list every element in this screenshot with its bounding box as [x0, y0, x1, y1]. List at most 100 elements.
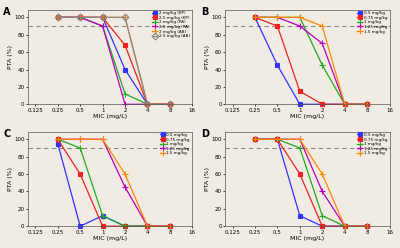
Line: 2.5 mg/kg (PA): 2.5 mg/kg (PA) — [54, 14, 173, 108]
1.25 mg/kg — [145, 225, 150, 228]
2 mg/kg (KP) — [123, 68, 128, 71]
Text: B: B — [201, 7, 208, 17]
2.5 mg/kg (PA) — [168, 103, 172, 106]
2.5 mg/kg (PA) — [145, 103, 150, 106]
2 mg/kg (PA) — [78, 16, 82, 19]
1 mg/kg — [275, 138, 280, 141]
1.25 mg/kg — [55, 138, 60, 141]
1.5 mg/kg — [123, 173, 128, 176]
Line: 0.75 mg/kg: 0.75 mg/kg — [252, 137, 370, 229]
0.5 mg/kg — [365, 225, 370, 228]
1 mg/kg — [252, 138, 257, 141]
2.5 mg/kg (PA) — [78, 16, 82, 19]
1.5 mg/kg — [320, 173, 325, 176]
0.5 mg/kg — [298, 103, 302, 106]
Line: 2 mg/kg (PA): 2 mg/kg (PA) — [54, 14, 173, 108]
2.5 mg/kg (PA) — [100, 25, 105, 28]
1.25 mg/kg — [275, 138, 280, 141]
1.5 mg/kg — [168, 225, 172, 228]
0.75 mg/kg — [342, 225, 347, 228]
1.25 mg/kg — [320, 190, 325, 193]
Text: A: A — [4, 7, 11, 17]
0.75 mg/kg — [365, 103, 370, 106]
Y-axis label: PTA (%): PTA (%) — [8, 167, 13, 191]
1 mg/kg — [365, 225, 370, 228]
0.75 mg/kg — [342, 103, 347, 106]
0.75 mg/kg — [320, 225, 325, 228]
Y-axis label: PTA (%): PTA (%) — [8, 45, 13, 69]
2.5 mg/kg (PA) — [123, 103, 128, 106]
2.5 mg/kg (KP) — [145, 103, 150, 106]
Legend: 0.5 mg/kg, 0.75 mg/kg, 1 mg/kg, 1.25 mg/kg, 1.5 mg/kg: 0.5 mg/kg, 0.75 mg/kg, 1 mg/kg, 1.25 mg/… — [357, 11, 388, 34]
0.75 mg/kg — [365, 225, 370, 228]
0.5 mg/kg — [275, 64, 280, 67]
1 mg/kg — [123, 225, 128, 228]
0.75 mg/kg — [55, 138, 60, 141]
1 mg/kg — [100, 214, 105, 217]
Line: 0.5 mg/kg: 0.5 mg/kg — [55, 141, 172, 229]
0.75 mg/kg — [298, 90, 302, 93]
2 mg/kg (KP) — [145, 103, 150, 106]
2.5 mg/kg (KP) — [168, 103, 172, 106]
0.75 mg/kg — [168, 225, 172, 228]
2.5 mg/kg (KP) — [123, 44, 128, 47]
1.5 mg/kg — [342, 225, 347, 228]
1 mg/kg — [365, 103, 370, 106]
0.5 mg/kg — [365, 103, 370, 106]
X-axis label: MIC (mg/L): MIC (mg/L) — [93, 236, 127, 241]
2.5 mg/kg (KP) — [78, 16, 82, 19]
Text: C: C — [4, 128, 11, 139]
1.5 mg/kg — [78, 138, 82, 141]
1.25 mg/kg — [78, 138, 82, 141]
1.25 mg/kg — [168, 225, 172, 228]
2 mg/kg (AB) — [123, 16, 128, 19]
2 mg/kg (PA) — [168, 103, 172, 106]
2 mg/kg (PA) — [55, 16, 60, 19]
Text: D: D — [201, 128, 209, 139]
1.5 mg/kg — [365, 225, 370, 228]
1.25 mg/kg — [252, 16, 257, 19]
0.75 mg/kg — [275, 138, 280, 141]
1 mg/kg — [320, 214, 325, 217]
2 mg/kg (PA) — [123, 92, 128, 95]
X-axis label: MIC (mg/L): MIC (mg/L) — [93, 114, 127, 119]
2 mg/kg (AB) — [55, 16, 60, 19]
1.25 mg/kg — [342, 103, 347, 106]
1.25 mg/kg — [298, 138, 302, 141]
2 mg/kg (AB) — [168, 103, 172, 106]
X-axis label: MIC (mg/L): MIC (mg/L) — [290, 114, 324, 119]
Line: 2.5 mg/kg (KP): 2.5 mg/kg (KP) — [55, 15, 172, 107]
0.75 mg/kg — [252, 138, 257, 141]
0.75 mg/kg — [123, 225, 128, 228]
Line: 1.5 mg/kg: 1.5 mg/kg — [252, 14, 370, 108]
0.75 mg/kg — [252, 16, 257, 19]
1.5 mg/kg — [298, 138, 302, 141]
2 mg/kg (AB) — [100, 16, 105, 19]
1.5 mg/kg — [342, 103, 347, 106]
Legend: 0.5 mg/kg, 0.75 mg/kg, 1 mg/kg, 1.25 mg/kg, 1.5 mg/kg: 0.5 mg/kg, 0.75 mg/kg, 1 mg/kg, 1.25 mg/… — [160, 132, 190, 156]
1 mg/kg — [168, 225, 172, 228]
1.5 mg/kg — [298, 16, 302, 19]
1.5 mg/kg — [55, 138, 60, 141]
0.5 mg/kg — [145, 225, 150, 228]
1.5 mg/kg — [365, 103, 370, 106]
1 mg/kg — [298, 16, 302, 19]
2.5 mg/kg (AB) — [145, 103, 150, 106]
2.5 mg/kg (AB) — [55, 16, 60, 19]
1 mg/kg — [342, 225, 347, 228]
X-axis label: MIC (mg/L): MIC (mg/L) — [290, 236, 324, 241]
0.5 mg/kg — [78, 225, 82, 228]
1.5 mg/kg — [275, 138, 280, 141]
Line: 2.5 mg/kg (AB): 2.5 mg/kg (AB) — [55, 15, 172, 107]
2.5 mg/kg (PA) — [55, 16, 60, 19]
2.5 mg/kg (AB) — [78, 16, 82, 19]
Line: 1.25 mg/kg: 1.25 mg/kg — [252, 14, 370, 108]
1.5 mg/kg — [145, 225, 150, 228]
1.5 mg/kg — [252, 16, 257, 19]
2.5 mg/kg (KP) — [55, 16, 60, 19]
1 mg/kg — [78, 147, 82, 150]
Line: 1 mg/kg: 1 mg/kg — [54, 136, 173, 230]
0.5 mg/kg — [252, 138, 257, 141]
Line: 0.5 mg/kg: 0.5 mg/kg — [252, 15, 370, 107]
1 mg/kg — [342, 103, 347, 106]
